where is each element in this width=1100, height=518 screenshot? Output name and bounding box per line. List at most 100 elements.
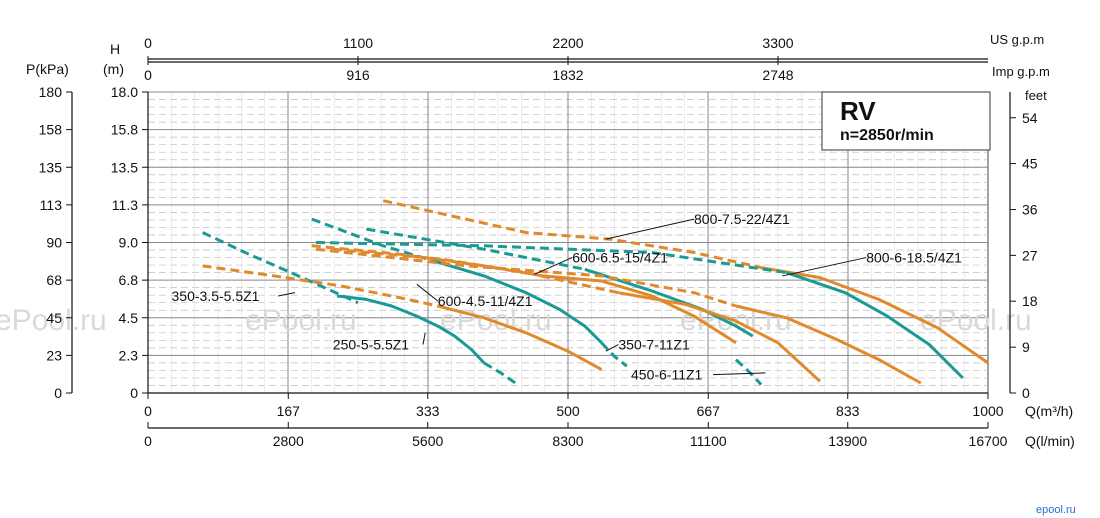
feet-tick-label: 45 (1022, 156, 1038, 172)
curve-label: 450-6-11Z1 (631, 367, 703, 383)
curves-layer (201, 199, 989, 386)
watermark-text: ePool.ru (920, 304, 1032, 337)
xlabel-lmin: Q(l/min) (1025, 433, 1075, 449)
xlabel-m3h: Q(m³/h) (1025, 403, 1073, 419)
curve-label: 600-4.5-11/4Z1 (438, 293, 533, 309)
kpa-tick-label: 68 (46, 272, 62, 288)
labels-layer: 800-7.5-22/4Z1 800-6-18.5/4Z1 600-6.5-15/4… (172, 211, 963, 383)
lmin-axis-tick-label: 0 (144, 433, 152, 449)
leader-line (534, 257, 573, 275)
curve-250-5-5-5z1-ext- (483, 361, 519, 386)
curve-label: 350-3.5-5.5Z1 (172, 288, 260, 304)
imp-axis-tick-label: 1832 (552, 67, 583, 83)
curve-label-group: 450-6-11Z1 (631, 367, 766, 383)
curve-label: 350-7-11Z1 (618, 337, 690, 353)
curve-label-group: 600-4.5-11/4Z1 (416, 283, 533, 309)
curve-600-6-5-15-4z1-solid- (433, 259, 603, 344)
h-tick-label: 15.8 (111, 122, 138, 138)
kpa-tick-label: 180 (39, 84, 63, 100)
kpa-tick-label: 45 (46, 310, 62, 326)
h-tick-label: 2.3 (119, 347, 139, 363)
curve-800-7-5-22-4z1-solid- (760, 266, 989, 365)
curve-350-7-11z1-ext- (600, 341, 628, 368)
us-axis-tick-label: 1100 (343, 35, 373, 51)
lmin-axis-tick-label: 16700 (969, 433, 1008, 449)
xlabel-imp: Imp g.p.m (992, 64, 1050, 79)
curve-350-7-11z1-solid- (542, 274, 737, 345)
watermark-text: ePool.ru (0, 304, 107, 337)
h-tick-label: 18.0 (111, 84, 138, 100)
h-tick-label: 9.0 (119, 235, 139, 251)
h-tick-label: 6.8 (119, 272, 139, 288)
h-tick-label: 4.5 (119, 310, 139, 326)
ylabel-h-unit: (m) (103, 61, 124, 77)
m3h-axis-tick-label: 667 (697, 403, 721, 419)
us-axis-tick-label: 2200 (552, 35, 583, 51)
xlabel-us: US g.p.m (990, 32, 1044, 47)
curve-label: 800-6-18.5/4Z1 (866, 250, 962, 266)
curve-label-group: 800-7.5-22/4Z1 (605, 211, 790, 240)
watermark-text: ePool.ru (245, 304, 357, 337)
curve-600-4-5-11-4z1-solid- (437, 304, 603, 371)
curve-label-group: 350-7-11Z1 (605, 337, 690, 353)
curve-350-3-5-5-5z1 (201, 231, 359, 305)
lmin-axis-tick-label: 5600 (412, 433, 443, 449)
ylabel-h: H (110, 41, 120, 57)
feet-tick-label: 18 (1022, 293, 1038, 309)
lmin-axis-tick-label: 8300 (552, 433, 583, 449)
feet-tick-label: 54 (1022, 110, 1038, 126)
curve-label-group: 800-6-18.5/4Z1 (782, 250, 962, 277)
curve-label-group: 350-3.5-5.5Z1 (172, 288, 296, 304)
corner-mark: epool.ru (1036, 504, 1076, 516)
curve-label-group: 600-6.5-15/4Z1 (534, 250, 668, 275)
leader-line (278, 292, 296, 297)
kpa-tick-label: 158 (39, 122, 63, 138)
h-tick-label: 11.3 (112, 197, 138, 213)
curve-600-6-5-15-4z1-orange- (332, 247, 619, 295)
us-axis-tick-label: 3300 (762, 35, 793, 51)
curve-450-6-11z1-ext- (734, 358, 763, 386)
leader-line (416, 283, 439, 302)
feet-tick-label: 27 (1022, 247, 1038, 263)
legend-box: RV n=2850r/min (821, 91, 991, 151)
m3h-axis-tick-label: 333 (416, 403, 440, 419)
h-tick-label: 13.5 (111, 159, 138, 175)
curve-label: 600-6.5-15/4Z1 (572, 250, 668, 266)
ylabel-feet: feet (1025, 88, 1047, 103)
curve-250-5-5-5z1 (336, 294, 486, 364)
lmin-axis-tick-label: 2800 (273, 433, 304, 449)
feet-tick-label: 36 (1022, 202, 1038, 218)
h-tick-label: 0 (130, 385, 138, 401)
m3h-axis-tick-label: 0 (144, 403, 152, 419)
leader-line (712, 372, 766, 376)
axes-layer: 002.3234.5456.8689.09011.311313.513515.8… (39, 35, 1038, 449)
curve-label: 800-7.5-22/4Z1 (694, 211, 790, 227)
kpa-tick-label: 90 (46, 235, 62, 251)
kpa-tick-label: 135 (39, 159, 63, 175)
curve-label: 250-5-5.5Z1 (333, 337, 409, 353)
chart-title: RV (840, 96, 876, 126)
curve-label-group: 250-5-5.5Z1 (333, 332, 426, 353)
curve-600-6-5-15-4z1-orange-solid- (618, 291, 822, 383)
leader-line (422, 332, 426, 345)
kpa-tick-label: 0 (54, 385, 62, 401)
imp-axis-tick-label: 2748 (762, 67, 793, 83)
chart-subtitle: n=2850r/min (840, 127, 934, 144)
imp-axis-tick-label: 0 (144, 67, 152, 83)
lmin-axis-tick-label: 11100 (690, 433, 727, 449)
curve-600-6-5-15-4z1 (311, 217, 435, 263)
feet-tick-label: 9 (1022, 339, 1030, 355)
leader-line (782, 257, 867, 277)
m3h-axis-tick-label: 1000 (972, 403, 1003, 419)
imp-axis-tick-label: 916 (346, 67, 370, 83)
curve-800-6-18-5-4z1-solid- (785, 271, 964, 379)
curve-800-7-5-22-4z1 (382, 199, 762, 270)
feet-tick-label: 0 (1022, 385, 1030, 401)
leader-line (605, 344, 619, 352)
kpa-tick-label: 23 (46, 347, 62, 363)
m3h-axis-tick-label: 833 (836, 403, 860, 419)
curve-800-6-18-5-4z1-orange- (315, 247, 737, 308)
kpa-tick-label: 113 (40, 197, 63, 213)
curve-800-6-18-5-4z1 (315, 241, 787, 275)
